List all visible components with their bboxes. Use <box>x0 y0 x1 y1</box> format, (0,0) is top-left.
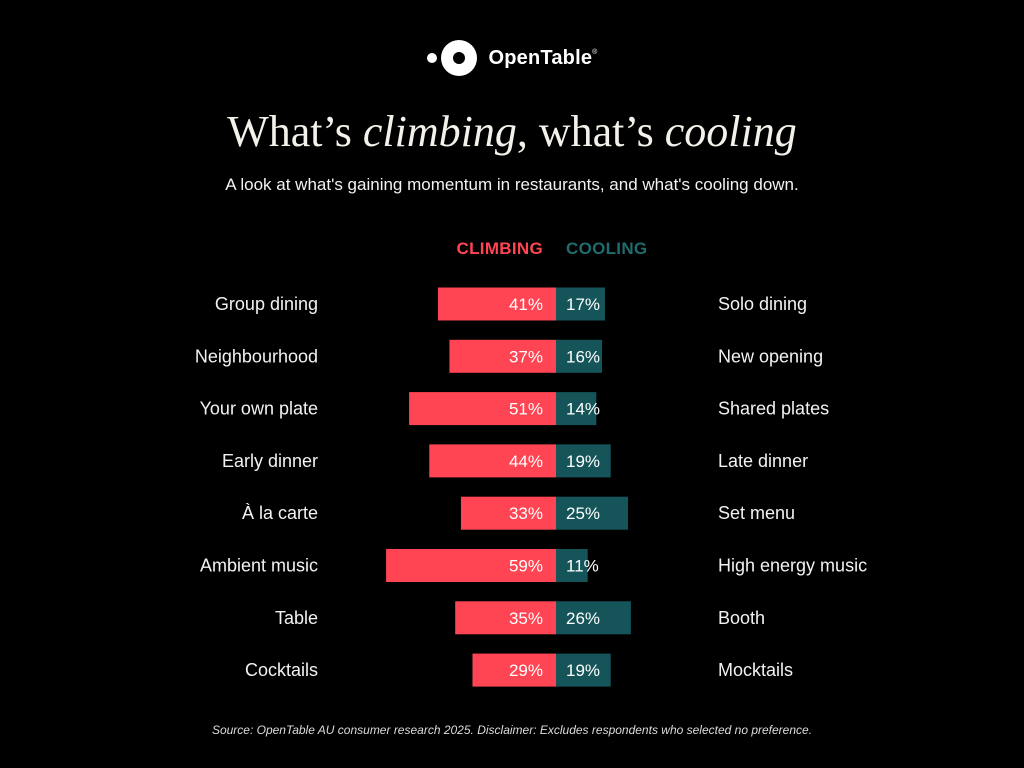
climbing-bar <box>386 549 556 582</box>
cooling-category-label: Solo dining <box>718 294 807 314</box>
cooling-category-label: Set menu <box>718 503 795 523</box>
cooling-bar <box>556 339 603 373</box>
chart-title: What’s climbing, what’s cooling <box>227 107 797 156</box>
climbing-category-label: Cocktails <box>245 660 318 680</box>
cooling-value-label: 19% <box>566 661 600 680</box>
cooling-category-label: New opening <box>718 346 823 366</box>
climbing-value-label: 35% <box>509 609 543 628</box>
opentable-logo-icon <box>426 38 478 78</box>
climbing-bar <box>472 653 556 687</box>
climbing-value-label: 33% <box>509 504 543 523</box>
climbing-value-label: 41% <box>509 295 543 314</box>
climbing-value-label: 44% <box>509 452 543 471</box>
climbing-bar <box>449 339 556 373</box>
climbing-value-label: 29% <box>509 661 543 680</box>
climbing-bar <box>460 496 556 530</box>
climbing-bar <box>437 287 556 321</box>
climbing-value-label: 51% <box>509 400 543 419</box>
cooling-value-label: 19% <box>566 452 600 471</box>
climbing-category-label: Early dinner <box>222 451 318 471</box>
cooling-category-label: Shared plates <box>718 399 829 419</box>
legend: CLIMBING COOLING <box>0 239 1024 261</box>
chart-subtitle: A look at what's gaining momentum in res… <box>225 175 799 194</box>
cooling-value-label: 17% <box>566 295 600 314</box>
climbing-value-label: 37% <box>509 347 543 366</box>
climbing-category-label: Ambient music <box>200 556 318 576</box>
cooling-bar <box>556 601 631 635</box>
cooling-category-label: Late dinner <box>718 451 808 471</box>
cooling-category-label: High energy music <box>718 556 867 576</box>
cooling-bar <box>556 549 588 582</box>
cooling-value-label: 26% <box>566 609 600 628</box>
legend-climbing: CLIMBING <box>456 239 543 258</box>
cooling-bar <box>556 653 611 687</box>
cooling-value-label: 14% <box>566 400 600 419</box>
climbing-category-label: Your own plate <box>200 399 318 419</box>
climbing-category-label: À la carte <box>242 503 318 523</box>
climbing-category-label: Table <box>275 608 318 628</box>
cooling-category-label: Booth <box>718 608 765 628</box>
legend-cooling: COOLING <box>566 239 648 258</box>
cooling-bar <box>556 392 597 426</box>
climbing-category-label: Neighbourhood <box>195 346 318 366</box>
climbing-bar <box>409 392 556 426</box>
cooling-bar <box>556 287 605 321</box>
climbing-value-label: 59% <box>509 557 543 576</box>
brand-header: OpenTable® <box>0 38 1024 78</box>
source-note: Source: OpenTable AU consumer research 2… <box>211 723 813 737</box>
cooling-value-label: 25% <box>566 504 600 523</box>
cooling-value-label: 11% <box>566 557 599 576</box>
cooling-value-label: 16% <box>566 347 600 366</box>
cooling-category-label: Mocktails <box>718 660 793 680</box>
cooling-bar <box>556 444 611 478</box>
climbing-bar <box>429 444 556 478</box>
cooling-bar <box>556 496 628 530</box>
climbing-bar <box>455 601 556 635</box>
climbing-category-label: Group dining <box>215 294 318 314</box>
brand-name: OpenTable® <box>488 46 598 69</box>
